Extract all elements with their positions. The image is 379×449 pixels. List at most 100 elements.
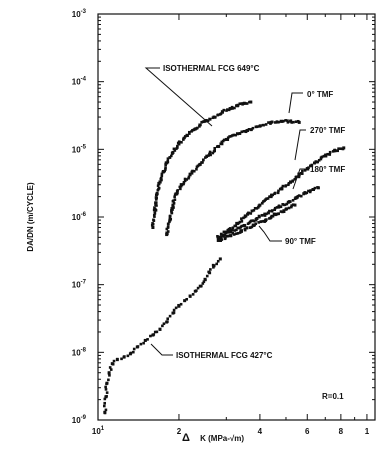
data-marker	[161, 170, 165, 174]
x-tick-label: 2	[177, 427, 182, 436]
data-marker	[222, 138, 226, 142]
data-marker	[165, 227, 169, 231]
data-marker	[289, 119, 293, 122]
data-marker	[228, 107, 232, 110]
data-marker	[177, 303, 180, 307]
x-tick-base: 1	[365, 427, 370, 436]
data-marker	[313, 186, 317, 190]
x-axis-title-text: K (MPa-√m)	[200, 434, 244, 443]
data-series	[102, 100, 346, 415]
data-marker	[240, 217, 243, 220]
y-tick-label: 10-4	[72, 77, 87, 87]
data-marker	[328, 153, 332, 156]
y-tick-exponent: -9	[81, 415, 87, 421]
data-marker	[309, 189, 312, 192]
data-marker	[307, 189, 310, 193]
data-marker	[155, 330, 159, 334]
data-marker	[233, 229, 237, 232]
data-marker	[198, 163, 201, 166]
data-marker	[326, 152, 330, 156]
data-marker	[266, 197, 270, 200]
data-marker	[277, 204, 281, 208]
data-marker	[226, 108, 229, 111]
data-marker	[243, 223, 247, 227]
y-tick-label: 10-5	[72, 144, 87, 154]
data-marker	[183, 179, 187, 183]
data-marker	[207, 154, 210, 157]
data-marker	[160, 174, 164, 178]
data-marker	[171, 204, 175, 208]
data-marker	[328, 150, 332, 154]
delta-symbol: Δ	[182, 432, 190, 444]
data-marker	[213, 149, 216, 152]
data-marker	[307, 166, 310, 169]
data-marker	[191, 128, 194, 132]
data-point	[249, 100, 253, 104]
data-marker	[281, 203, 285, 206]
data-marker	[235, 221, 238, 225]
data-marker	[238, 220, 242, 224]
data-marker	[172, 201, 176, 205]
x-tick-base: 10	[92, 427, 101, 436]
data-marker	[221, 111, 224, 114]
data-marker	[274, 213, 277, 217]
data-marker	[103, 397, 107, 401]
data-marker	[192, 169, 196, 173]
data-marker	[230, 228, 234, 232]
data-marker	[185, 178, 189, 181]
x-tick-label: 8	[339, 427, 344, 436]
data-marker	[179, 187, 182, 191]
data-marker	[102, 404, 106, 408]
y-tick-label: 10-7	[72, 280, 87, 290]
data-marker	[152, 214, 156, 217]
leader-line-4	[258, 225, 282, 242]
data-marker	[253, 206, 257, 210]
data-marker	[166, 159, 170, 163]
data-marker	[176, 146, 179, 149]
data-marker	[211, 151, 215, 155]
data-marker	[219, 235, 223, 239]
data-marker	[267, 121, 270, 124]
data-marker	[153, 211, 157, 214]
data-marker	[209, 153, 212, 157]
data-marker	[109, 368, 113, 371]
data-marker	[306, 167, 310, 171]
data-marker	[103, 411, 107, 415]
data-marker	[173, 198, 177, 201]
data-marker	[208, 118, 212, 121]
data-marker	[257, 204, 261, 208]
data-marker	[104, 385, 107, 389]
data-marker	[245, 129, 249, 132]
data-marker	[296, 119, 300, 123]
data-marker	[305, 191, 309, 195]
data-marker	[164, 162, 168, 166]
series-0	[150, 100, 253, 229]
y-tick-base: 10	[72, 78, 81, 87]
y-tick-exponent: -4	[81, 77, 87, 83]
y-tick-label: 10-8	[72, 347, 87, 357]
data-marker	[173, 195, 176, 199]
data-marker	[105, 382, 108, 386]
data-marker	[280, 186, 284, 190]
data-marker	[269, 122, 272, 125]
data-marker	[154, 201, 157, 204]
y-tick-exponent: -5	[81, 144, 87, 150]
data-marker	[154, 193, 158, 197]
data-marker	[296, 195, 300, 198]
data-marker	[240, 102, 244, 105]
data-marker	[211, 116, 215, 120]
data-marker	[308, 190, 312, 194]
data-marker	[277, 189, 280, 193]
data-marker	[290, 204, 293, 207]
data-marker	[202, 120, 206, 123]
data-marker	[224, 236, 227, 240]
data-marker	[177, 140, 181, 144]
data-marker	[236, 226, 239, 230]
data-marker	[294, 175, 298, 179]
data-marker	[185, 297, 189, 301]
data-marker	[126, 354, 130, 358]
data-marker	[265, 212, 268, 216]
data-marker	[165, 231, 168, 235]
data-marker	[251, 219, 255, 222]
data-marker	[231, 107, 234, 110]
